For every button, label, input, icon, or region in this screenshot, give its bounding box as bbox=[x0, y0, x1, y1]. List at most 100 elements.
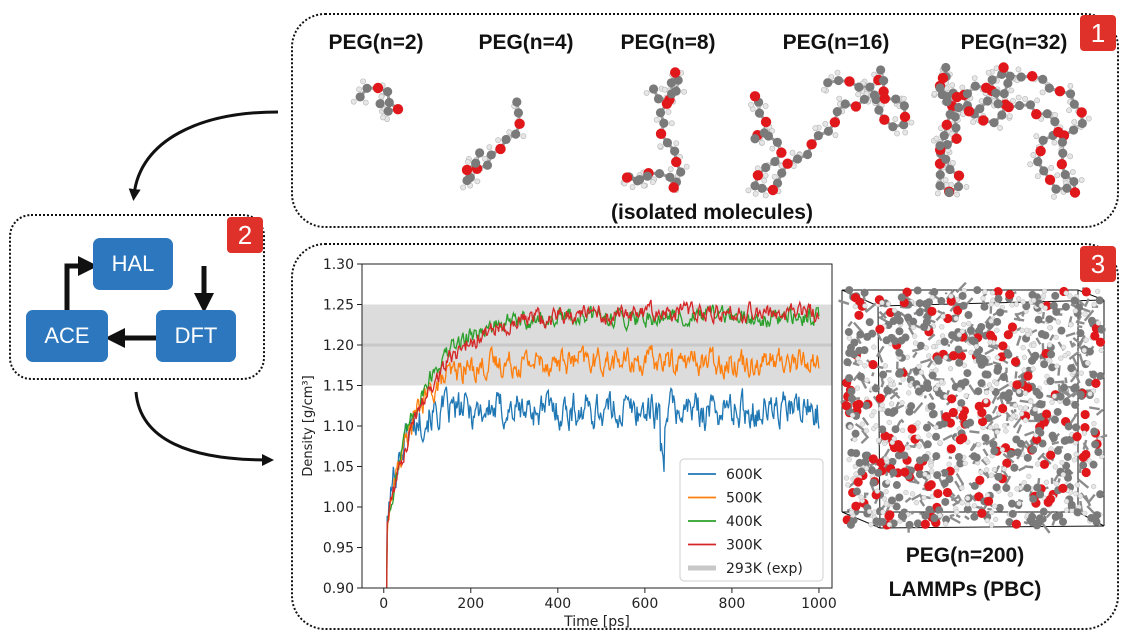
carbon-atom bbox=[856, 330, 865, 339]
oxygen-atom bbox=[1011, 519, 1021, 529]
panel-3-badge: 3 bbox=[1080, 246, 1116, 282]
oxygen-atom bbox=[1003, 101, 1014, 113]
carbon-atom bbox=[922, 423, 931, 432]
x-tick-label: 600 bbox=[632, 596, 659, 612]
hydrogen-atom bbox=[1058, 355, 1064, 361]
carbon-atom bbox=[993, 317, 1002, 326]
carbon-atom bbox=[1045, 315, 1054, 324]
oxygen-atom bbox=[1069, 187, 1081, 198]
carbon-atom bbox=[900, 451, 909, 460]
hydrogen-atom bbox=[1067, 153, 1074, 160]
carbon-atom bbox=[1057, 137, 1068, 147]
carbon-atom bbox=[991, 88, 1001, 98]
hydrogen-atom bbox=[907, 382, 914, 388]
hydrogen-atom bbox=[1051, 193, 1057, 200]
carbon-atom bbox=[659, 118, 669, 128]
carbon-atom bbox=[859, 94, 869, 105]
bond bbox=[1065, 331, 1076, 338]
hydrogen-atom bbox=[495, 137, 502, 144]
hydrogen-atom bbox=[909, 491, 916, 497]
carbon-atom bbox=[895, 316, 904, 325]
hydrogen-atom bbox=[1071, 119, 1078, 125]
oxygen-atom bbox=[958, 433, 968, 443]
hydrogen-atom bbox=[959, 500, 965, 506]
oxygen-atom bbox=[661, 98, 673, 109]
oxygen-atom bbox=[670, 67, 681, 78]
bond bbox=[923, 395, 927, 399]
hydrogen-atom bbox=[1019, 327, 1025, 334]
carbon-atom bbox=[865, 82, 875, 92]
hydrogen-atom bbox=[988, 522, 995, 528]
hydrogen-atom bbox=[911, 333, 918, 339]
hydrogen-atom bbox=[832, 132, 839, 139]
hydrogen-atom bbox=[891, 436, 897, 442]
hydrogen-atom bbox=[1034, 97, 1041, 104]
bond bbox=[1041, 454, 1052, 465]
oxygen-atom bbox=[1072, 431, 1082, 442]
bond bbox=[985, 437, 996, 446]
series-line-300K bbox=[386, 299, 820, 588]
oxygen-atom bbox=[899, 111, 911, 123]
carbon-atom bbox=[823, 126, 834, 136]
hydrogen-atom bbox=[1028, 399, 1034, 405]
bond bbox=[1071, 342, 1077, 347]
hydrogen-atom bbox=[1002, 423, 1008, 429]
hydrogen-atom bbox=[762, 103, 769, 109]
carbon-atom bbox=[1085, 378, 1094, 387]
carbon-atom bbox=[777, 168, 787, 178]
carbon-atom bbox=[1040, 360, 1049, 369]
hydrogen-atom bbox=[891, 307, 898, 314]
carbon-atom bbox=[935, 506, 944, 515]
hydrogen-atom bbox=[1020, 299, 1026, 305]
oxygen-atom bbox=[782, 158, 793, 169]
oxygen-atom bbox=[392, 104, 404, 115]
carbon-atom bbox=[894, 451, 903, 460]
molecule-n4 bbox=[460, 97, 527, 191]
carbon-atom bbox=[1013, 448, 1022, 457]
bond bbox=[861, 429, 870, 440]
hydrogen-atom bbox=[954, 191, 960, 198]
hydrogen-atom bbox=[965, 439, 971, 445]
carbon-atom bbox=[1085, 347, 1094, 356]
bond bbox=[910, 510, 914, 515]
carbon-atom bbox=[832, 106, 842, 117]
bond bbox=[1024, 465, 1034, 469]
hydrogen-atom bbox=[771, 173, 778, 180]
oxygen-atom bbox=[926, 480, 936, 490]
hydrogen-atom bbox=[883, 501, 889, 507]
carbon-atom bbox=[757, 183, 767, 193]
hydrogen-atom bbox=[378, 93, 385, 100]
oxygen-atom bbox=[927, 306, 937, 316]
hydrogen-atom bbox=[1040, 293, 1047, 299]
hydrogen-atom bbox=[759, 139, 765, 146]
y-tick-label: 1.00 bbox=[323, 500, 354, 516]
molecule-label-n32: PEG(n=32) bbox=[960, 31, 1068, 54]
carbon-atom bbox=[944, 187, 954, 198]
oxygen-atom bbox=[998, 62, 1009, 73]
oxygen-atom bbox=[876, 458, 886, 468]
carbon-atom bbox=[915, 470, 924, 479]
bond bbox=[955, 513, 961, 519]
hydrogen-atom bbox=[380, 114, 386, 121]
hydrogen-atom bbox=[992, 503, 998, 509]
carbon-atom bbox=[933, 471, 942, 480]
bond bbox=[1083, 309, 1095, 322]
hydrogen-atom bbox=[971, 75, 978, 81]
hydrogen-atom bbox=[1091, 301, 1097, 308]
hydrogen-atom bbox=[1083, 337, 1089, 343]
carbon-atom bbox=[1089, 370, 1098, 379]
carbon-atom bbox=[843, 358, 852, 367]
carbon-atom bbox=[968, 336, 977, 345]
oxygen-atom bbox=[1045, 494, 1056, 504]
carbon-atom bbox=[981, 433, 990, 442]
oxygen-atom bbox=[900, 467, 910, 477]
hydrogen-atom bbox=[1066, 107, 1072, 114]
oxygen-atom bbox=[951, 91, 963, 103]
oxygen-atom bbox=[760, 116, 772, 128]
hydrogen-atom bbox=[994, 380, 1000, 387]
carbon-atom bbox=[844, 328, 853, 337]
carbon-atom bbox=[871, 384, 880, 393]
carbon-atom bbox=[989, 118, 999, 128]
bond bbox=[895, 403, 905, 410]
carbon-atom bbox=[833, 75, 844, 86]
